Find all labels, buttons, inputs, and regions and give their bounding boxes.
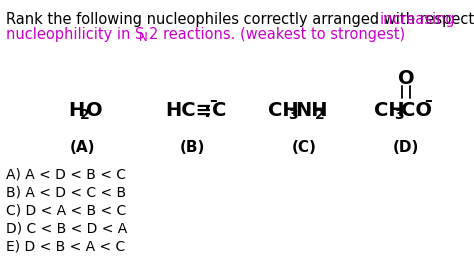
Text: H: H <box>68 101 84 119</box>
Text: 2: 2 <box>80 108 90 122</box>
Text: 3: 3 <box>394 108 404 122</box>
Text: (D): (D) <box>393 140 419 155</box>
Text: (B): (B) <box>179 140 205 155</box>
Text: B) A < D < C < B: B) A < D < C < B <box>6 186 126 200</box>
Text: :: : <box>204 103 211 121</box>
Text: nucleophilicity in S: nucleophilicity in S <box>6 27 145 42</box>
Text: C) D < A < B < C: C) D < A < B < C <box>6 204 126 218</box>
Text: Rank the following nucleophiles correctly arranged with respect to: Rank the following nucleophiles correctl… <box>6 12 474 27</box>
Text: HC≡C: HC≡C <box>165 101 227 119</box>
Text: –: – <box>209 93 217 107</box>
Text: (C): (C) <box>292 140 317 155</box>
Text: 2 reactions. (weakest to strongest): 2 reactions. (weakest to strongest) <box>149 27 405 42</box>
Text: CH: CH <box>268 101 299 119</box>
Text: O: O <box>86 101 103 119</box>
Text: CO: CO <box>401 101 432 119</box>
Text: 3: 3 <box>288 108 298 122</box>
Text: N: N <box>139 31 148 44</box>
Text: D) C < B < D < A: D) C < B < D < A <box>6 222 127 236</box>
Text: NH: NH <box>295 101 328 119</box>
Text: O: O <box>398 68 414 87</box>
Text: A) A < D < B < C: A) A < D < B < C <box>6 168 126 182</box>
Text: CH: CH <box>374 101 405 119</box>
Text: –: – <box>424 93 432 107</box>
Text: (A): (A) <box>70 140 96 155</box>
Text: 2: 2 <box>315 108 325 122</box>
Text: increasing: increasing <box>380 12 456 27</box>
Text: E) D < B < A < C: E) D < B < A < C <box>6 240 125 254</box>
